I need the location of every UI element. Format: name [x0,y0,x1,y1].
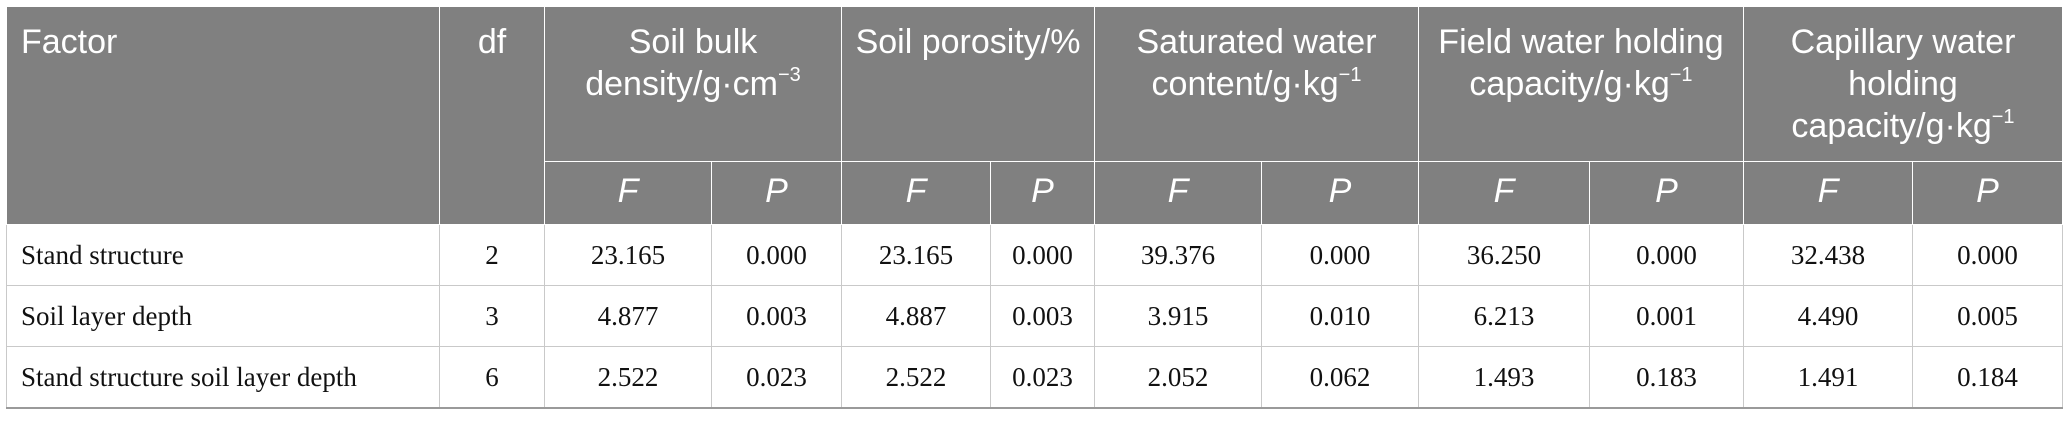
subheader-p: P [990,161,1095,225]
row-label: Stand structure [6,224,440,286]
cell-p: 0.005 [1912,285,2063,347]
subheader-p: P [1589,161,1744,225]
header-row: Factor df Soil bulk density/g·cm−3 Soil … [6,6,2063,225]
cell-p: 0.000 [990,224,1095,286]
cell-f: 39.376 [1094,224,1262,286]
row-df: 3 [439,285,545,347]
cell-p: 0.184 [1912,346,2063,409]
cell-p: 0.001 [1589,285,1744,347]
subheader-f: F [544,161,712,225]
header-soil-porosity: Soil porosity/% [841,6,1095,162]
cell-f: 23.165 [841,224,991,286]
subheader-p: P [711,161,842,225]
cell-p: 0.023 [990,346,1095,409]
cell-p: 0.003 [990,285,1095,347]
cell-f: 23.165 [544,224,712,286]
subheader-p: P [1912,161,2063,225]
header-df: df [439,6,545,225]
anova-table-container: Factor df Soil bulk density/g·cm−3 Soil … [6,6,2063,409]
cell-f: 1.491 [1743,346,1913,409]
subheader-f: F [1418,161,1590,225]
cell-f: 32.438 [1743,224,1913,286]
cell-p: 0.062 [1261,346,1419,409]
cell-p: 0.003 [711,285,842,347]
cell-p: 0.000 [711,224,842,286]
cell-p: 0.183 [1589,346,1744,409]
header-saturated-water-content: Saturated water content/g·kg−1 [1094,6,1419,162]
row-label: Soil layer depth [6,285,440,347]
cell-f: 4.887 [841,285,991,347]
cell-f: 3.915 [1094,285,1262,347]
header-factor: Factor [6,6,440,225]
cell-p: 0.000 [1261,224,1419,286]
cell-p: 0.000 [1589,224,1744,286]
anova-table: Factor df Soil bulk density/g·cm−3 Soil … [6,6,2063,409]
cell-f: 4.490 [1743,285,1913,347]
subheader-f: F [841,161,991,225]
table-row: Stand structure 2 23.165 0.000 23.165 0.… [6,224,2063,286]
cell-f: 2.052 [1094,346,1262,409]
cell-f: 2.522 [841,346,991,409]
row-df: 2 [439,224,545,286]
subheader-f: F [1094,161,1262,225]
cell-p: 0.023 [711,346,842,409]
header-capillary-water-holding-capacity: Capillary water holding capacity/g·kg−1 [1743,6,2063,162]
table-row: Soil layer depth 3 4.877 0.003 4.887 0.0… [6,285,2063,347]
subheader-row: F P F P F P F P F P [7,161,2063,225]
row-label: Stand structure soil layer depth [6,346,440,409]
cell-f: 4.877 [544,285,712,347]
cell-f: 36.250 [1418,224,1590,286]
cell-p: 0.000 [1912,224,2063,286]
header-field-water-holding-capacity: Field water holding capacity/g·kg−1 [1418,6,1744,162]
table-row: Stand structure soil layer depth 6 2.522… [6,346,2063,409]
header-soil-bulk-density: Soil bulk density/g·cm−3 [544,6,842,162]
cell-f: 1.493 [1418,346,1590,409]
row-df: 6 [439,346,545,409]
cell-p: 0.010 [1261,285,1419,347]
subheader-f: F [1743,161,1913,225]
subheader-p: P [1261,161,1419,225]
cell-f: 2.522 [544,346,712,409]
cell-f: 6.213 [1418,285,1590,347]
